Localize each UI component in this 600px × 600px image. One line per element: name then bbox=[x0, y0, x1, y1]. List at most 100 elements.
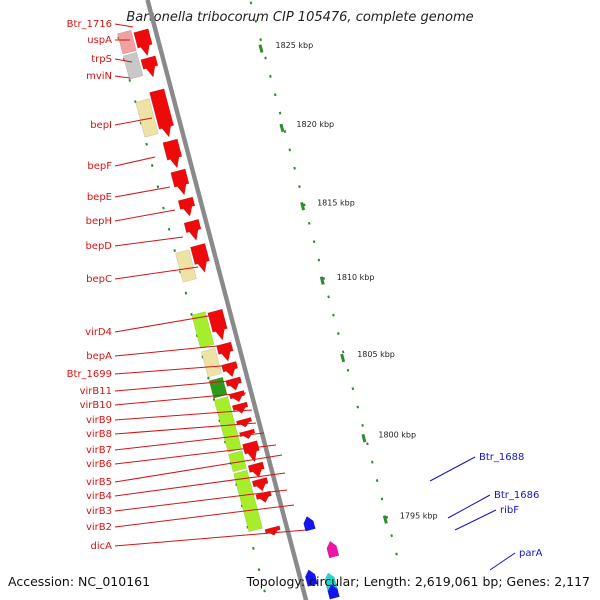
inner-track-dot bbox=[218, 419, 221, 423]
gene-label-leader bbox=[114, 75, 131, 79]
scale-track-dot bbox=[283, 130, 287, 133]
scale-track-dot bbox=[356, 405, 359, 409]
forward-gene bbox=[140, 55, 159, 78]
gene-label: dicA bbox=[91, 541, 113, 552]
scale-track-dot bbox=[288, 148, 292, 152]
inner-track-dot bbox=[156, 185, 160, 189]
gene-label: Btr_1699 bbox=[67, 369, 112, 380]
gene-label: trpS bbox=[91, 54, 112, 65]
scale-track-dot bbox=[346, 368, 350, 372]
gene-label: parA bbox=[519, 548, 543, 559]
inner-track-dot bbox=[184, 291, 188, 295]
scale-track-dot bbox=[273, 93, 277, 97]
gene-label-leader bbox=[489, 552, 516, 571]
kbp-tick bbox=[258, 44, 264, 53]
gene-label: bepD bbox=[85, 241, 112, 252]
gene-label: bepH bbox=[86, 216, 112, 227]
gene-label-leader bbox=[114, 422, 257, 435]
inner-feature bbox=[122, 52, 144, 80]
inner-track-dot bbox=[134, 100, 137, 104]
scale-track-dot bbox=[269, 74, 272, 78]
reverse-gene bbox=[304, 569, 318, 587]
forward-gene bbox=[239, 428, 256, 440]
gene-label-leader bbox=[114, 444, 277, 465]
gene-label: virB11 bbox=[80, 386, 112, 397]
gene-label: virB10 bbox=[80, 400, 112, 411]
inner-feature bbox=[175, 249, 197, 283]
inner-track-dot bbox=[150, 164, 154, 167]
scale-track-dot bbox=[366, 442, 369, 446]
scale-track-dot bbox=[327, 295, 330, 299]
kbp-tick-label: 1810 kbp bbox=[337, 273, 375, 282]
inner-track-dot bbox=[223, 440, 227, 444]
gene-label-leader bbox=[114, 454, 283, 483]
gene-label-leader bbox=[114, 23, 134, 28]
topology-text: Topology: circular; Length: 2,619,061 bp… bbox=[246, 574, 590, 589]
gene-label-leader bbox=[114, 344, 228, 357]
reverse-gene bbox=[326, 540, 340, 559]
scale-track-dot bbox=[385, 515, 389, 519]
inner-track-dot bbox=[257, 568, 261, 572]
forward-gene bbox=[251, 477, 269, 492]
forward-gene bbox=[247, 461, 265, 478]
gene-label-leader bbox=[114, 392, 247, 406]
forward-gene bbox=[170, 168, 190, 196]
accession-text: Accession: NC_010161 bbox=[8, 574, 151, 589]
forward-gene bbox=[149, 88, 175, 138]
forward-gene bbox=[133, 28, 153, 57]
gene-label-leader bbox=[114, 489, 288, 512]
scale-track-dot bbox=[278, 111, 282, 115]
scale-track-dot bbox=[312, 240, 316, 244]
forward-gene bbox=[231, 401, 249, 414]
inner-feature bbox=[213, 396, 242, 453]
inner-feature bbox=[233, 469, 263, 533]
kbp-tick bbox=[340, 353, 346, 363]
gene-label-leader bbox=[114, 117, 153, 126]
gene-label: uspA bbox=[87, 35, 112, 46]
inner-track-dot bbox=[252, 546, 255, 550]
gene-label-leader bbox=[114, 266, 199, 280]
gene-label-leader bbox=[447, 494, 491, 519]
inner-track-dot bbox=[145, 142, 148, 146]
forward-gene bbox=[242, 440, 260, 463]
scale-track-dot bbox=[375, 479, 379, 482]
forward-gene bbox=[228, 390, 246, 403]
gene-label: virB8 bbox=[86, 429, 112, 440]
genome-backbone bbox=[145, 0, 309, 600]
forward-gene bbox=[264, 525, 281, 536]
gene-label: virB2 bbox=[86, 522, 112, 533]
reverse-gene bbox=[303, 515, 316, 532]
kbp-tick-label: 1820 kbp bbox=[296, 120, 334, 129]
inner-track-dot bbox=[128, 78, 132, 82]
gene-label: virD4 bbox=[85, 327, 112, 338]
gene-label: virB7 bbox=[86, 445, 112, 456]
scale-track-dot bbox=[351, 387, 355, 391]
gene-label-leader bbox=[454, 509, 497, 531]
scale-track-dot bbox=[361, 423, 364, 427]
scale-track-dot bbox=[322, 276, 326, 280]
gene-label: virB5 bbox=[86, 477, 112, 488]
inner-track-dot bbox=[162, 206, 165, 210]
gene-label: Btr_1716 bbox=[67, 19, 112, 30]
gene-label-leader bbox=[114, 186, 171, 198]
forward-gene bbox=[216, 341, 234, 362]
inner-feature bbox=[228, 450, 247, 473]
scale-track-dot bbox=[303, 203, 306, 207]
scale-track-dot bbox=[264, 56, 267, 60]
reverse-gene bbox=[327, 584, 340, 600]
kbp-tick-label: 1815 kbp bbox=[317, 198, 355, 207]
forward-gene bbox=[225, 376, 242, 391]
forward-gene bbox=[221, 361, 239, 378]
scale-track-dot bbox=[337, 332, 340, 336]
gene-label: Btr_1688 bbox=[479, 452, 524, 463]
map-title: Bartonella tribocorum CIP 105476, comple… bbox=[126, 10, 474, 25]
gene-label: bepC bbox=[86, 274, 112, 285]
gene-label: bepI bbox=[90, 120, 112, 131]
kbp-tick-label: 1805 kbp bbox=[357, 350, 395, 359]
kbp-tick bbox=[382, 515, 388, 524]
gene-label: bepE bbox=[87, 192, 112, 203]
gene-label-leader bbox=[114, 472, 286, 497]
scale-track-dot bbox=[341, 350, 345, 354]
